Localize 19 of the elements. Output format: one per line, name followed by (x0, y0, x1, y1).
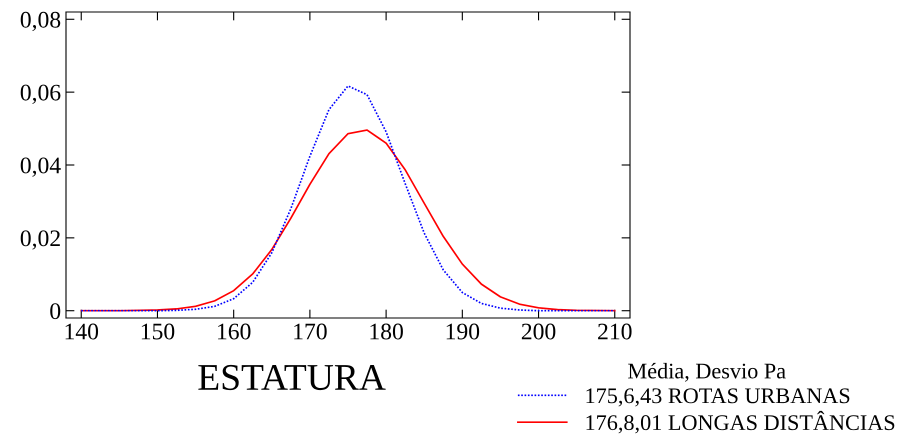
line-series (80, 85, 616, 312)
x-tick-label: 160 (218, 324, 250, 340)
x-tick-label: 150 (142, 324, 174, 340)
line-series (80, 129, 616, 312)
x-tick-label: 170 (294, 324, 327, 340)
x-tick-label: 190 (446, 324, 480, 340)
legend-label: 176,8,01 LONGAS DISTÂNCIAS (586, 410, 894, 434)
y-tick-label: 0,06 (20, 84, 60, 104)
x-tick-label: 180 (370, 324, 403, 340)
y-tick-label: 0,02 (20, 230, 60, 250)
legend-title: Média, Desvio Pa (628, 362, 786, 382)
x-tick-label: 210 (598, 324, 632, 340)
x-axis-title: ESTATURA (198, 364, 386, 390)
x-tick-label: 200 (522, 324, 556, 340)
y-tick-label: 0,08 (20, 12, 60, 32)
y-tick-label: 0,04 (20, 157, 61, 177)
legend-label: 175,6,43 ROTAS URBANAS (586, 388, 850, 406)
y-tick-label: 0 (50, 303, 60, 320)
x-tick-label: 140 (66, 324, 98, 340)
